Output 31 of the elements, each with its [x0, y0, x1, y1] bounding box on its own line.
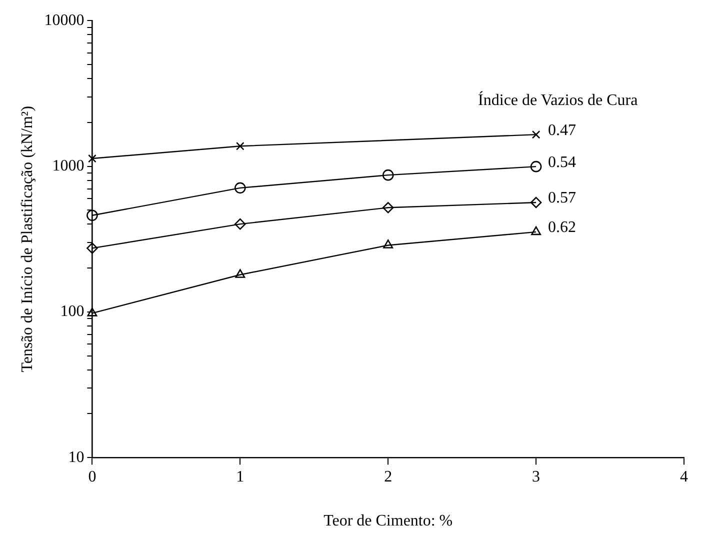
- y-tick-label: 10000: [44, 12, 84, 29]
- x-tick-label: 1: [236, 468, 244, 486]
- x-axis-title: Teor de Cimento: %: [324, 512, 453, 530]
- point: [531, 226, 542, 236]
- y-tick-label: 1000: [52, 157, 84, 174]
- legend-title: Índice de Vazios de Cura: [478, 90, 638, 109]
- point: [234, 182, 246, 194]
- series-label: 0.54: [548, 154, 576, 171]
- point: [532, 130, 540, 139]
- point: [88, 154, 96, 163]
- point: [236, 142, 244, 150]
- point: [235, 269, 246, 278]
- series-label: 0.57: [548, 190, 576, 207]
- x-tick-label: 0: [88, 468, 96, 486]
- series-label: 0.47: [548, 122, 576, 139]
- series-label: 0.62: [548, 219, 576, 236]
- point: [530, 196, 542, 208]
- x-tick-label: 4: [680, 468, 688, 486]
- point: [86, 242, 98, 254]
- point: [530, 160, 542, 172]
- y-tick-label: 10: [68, 448, 84, 466]
- point: [382, 169, 394, 181]
- y-axis-title: Tensão de Início de Plastificação (kN/m²): [18, 106, 36, 372]
- x-tick-label: 3: [532, 468, 540, 486]
- x-tick-label: 2: [384, 468, 392, 486]
- point: [86, 210, 98, 222]
- point: [383, 240, 394, 248]
- point: [234, 218, 246, 230]
- y-tick-label: 100: [60, 303, 84, 320]
- point: [87, 308, 98, 316]
- point: [382, 202, 394, 214]
